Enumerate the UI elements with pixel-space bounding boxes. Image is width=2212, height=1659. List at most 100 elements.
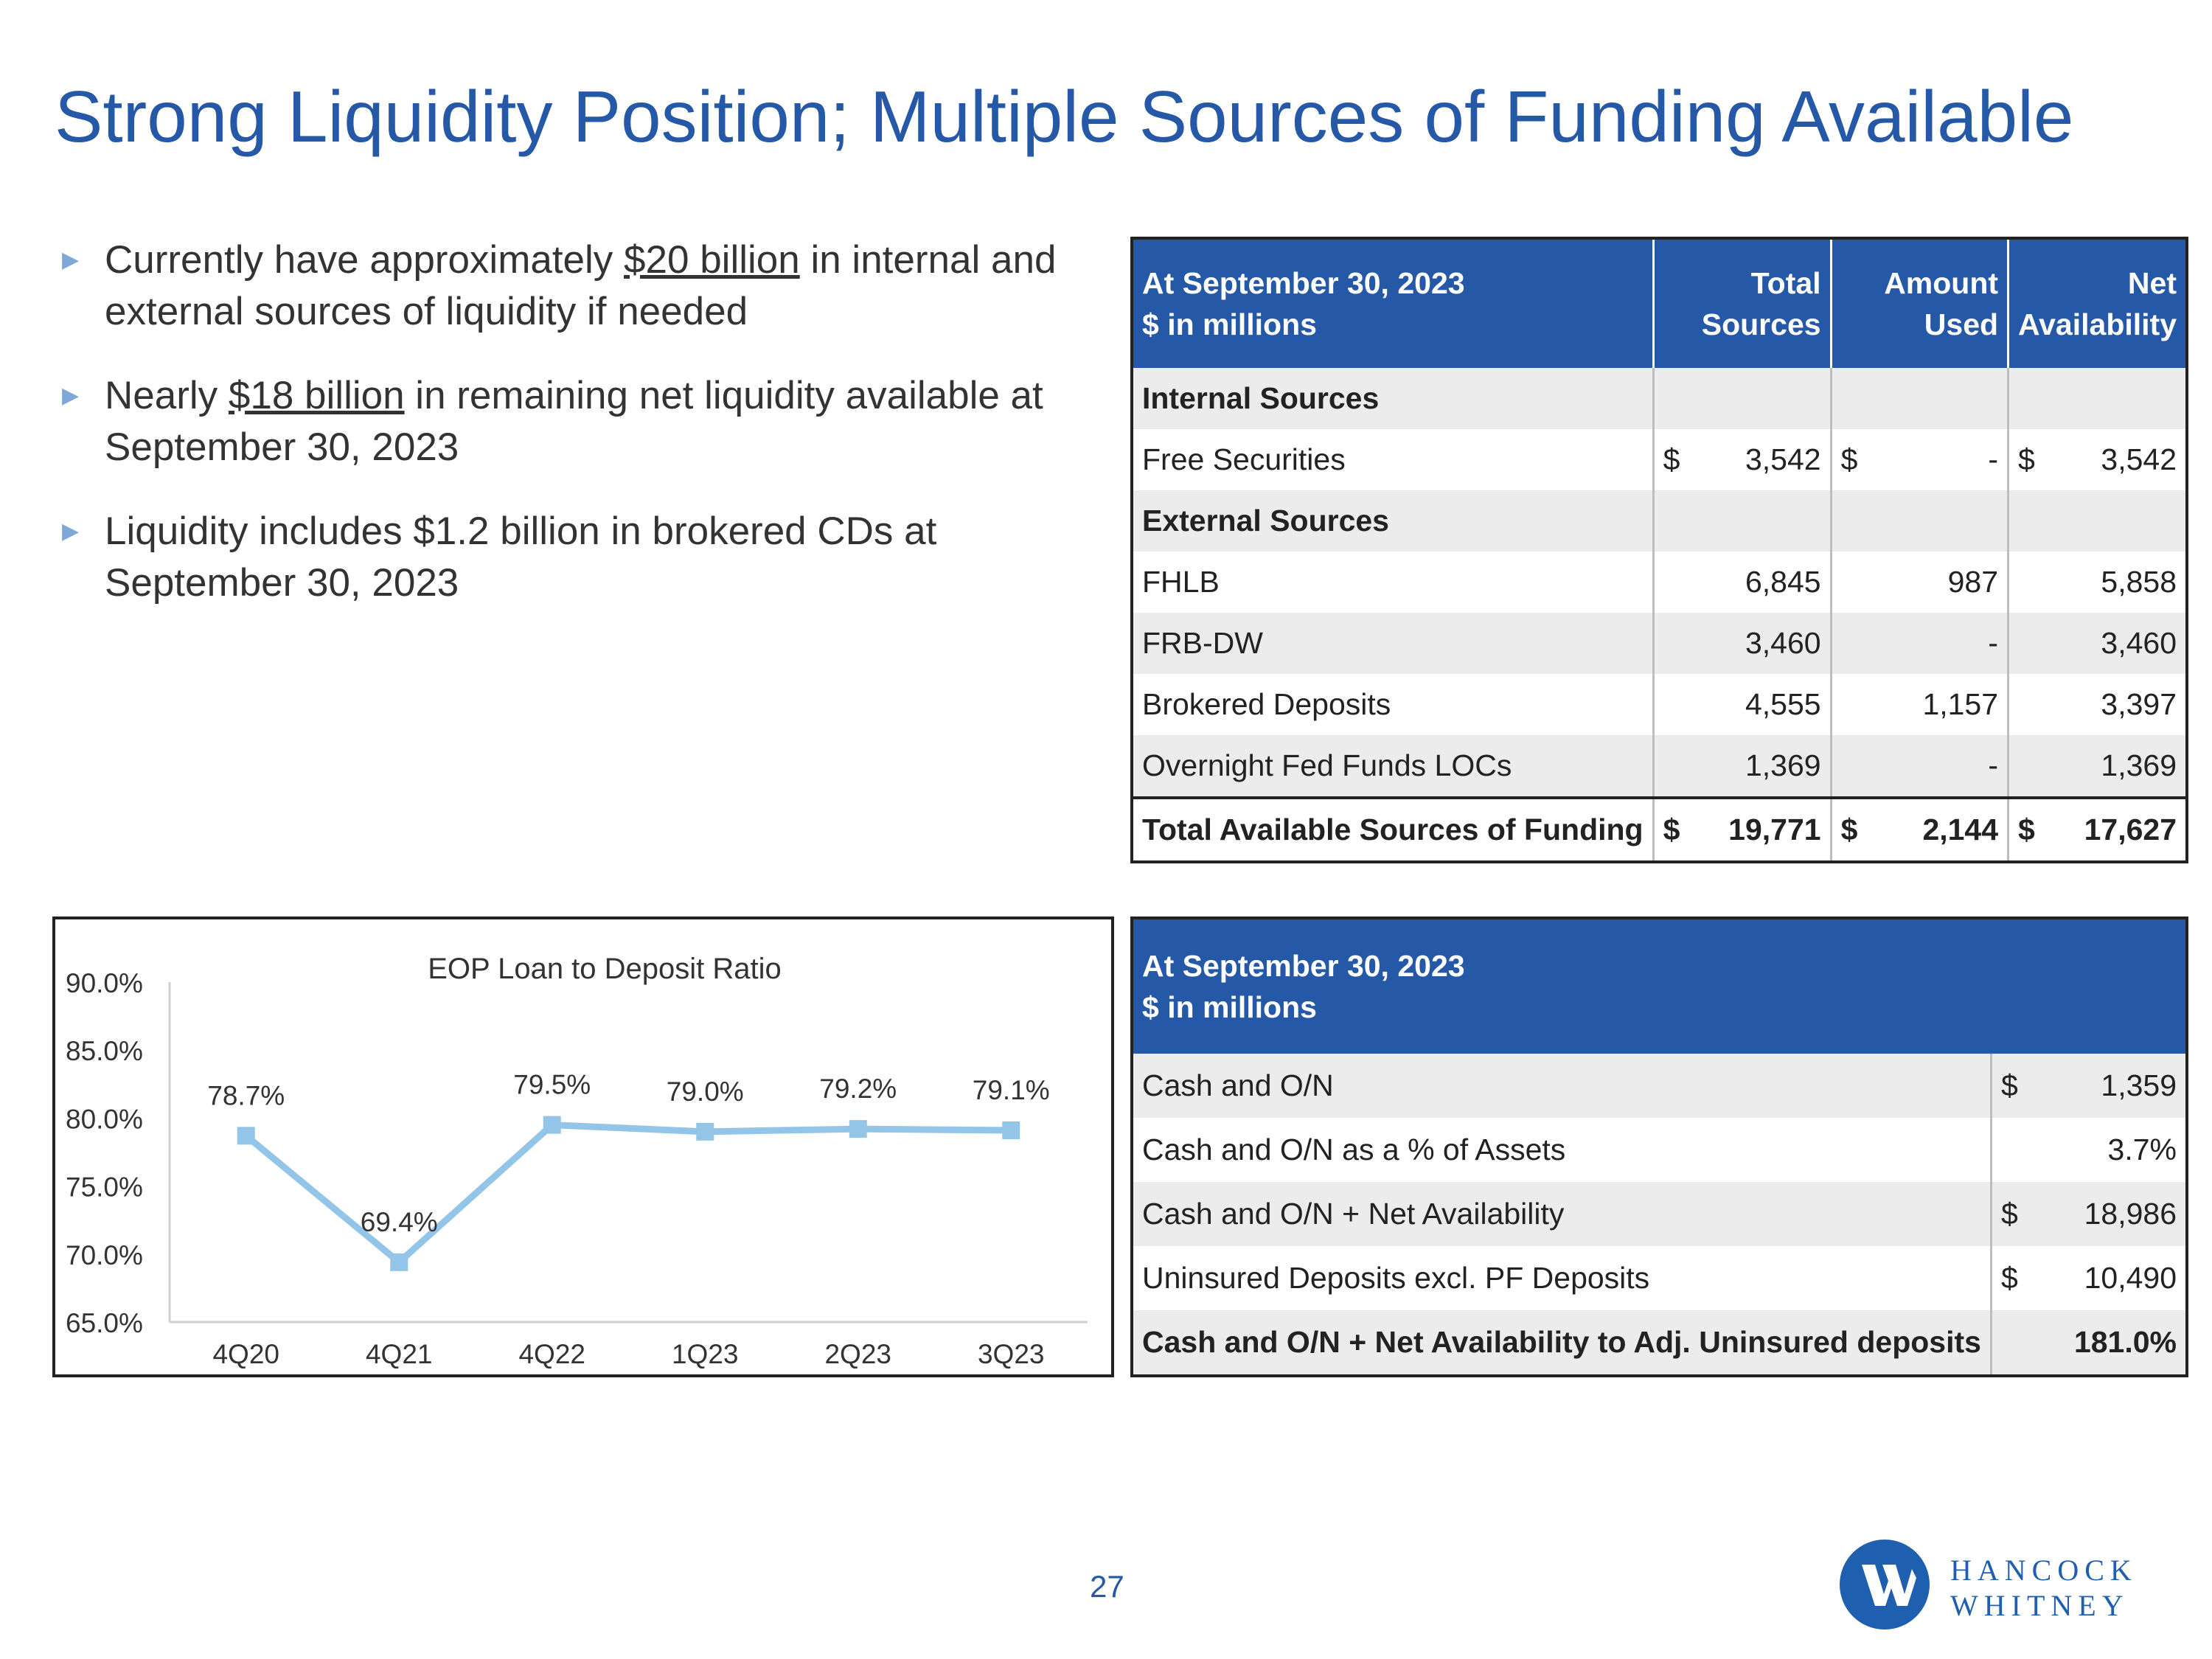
section-heading: Internal Sources <box>1133 368 1654 429</box>
cell-value: 3,397 <box>2007 674 2185 735</box>
cell-value: 3,460 <box>2007 613 2185 674</box>
row-label: Total Available Sources of Funding <box>1133 796 1654 860</box>
header-text: Total <box>1750 266 1821 300</box>
cell-value: 3,460 <box>1652 613 1832 674</box>
x-tick-label: 3Q23 <box>978 1339 1045 1369</box>
y-tick-label: 75.0% <box>66 1172 143 1203</box>
cell-value: - <box>1829 613 2008 674</box>
header-units: $ in millions <box>1142 990 1317 1024</box>
cell-value: 17,627 <box>2084 813 2177 846</box>
cell-value: 6,845 <box>1652 552 1832 613</box>
currency-symbol: $ <box>2000 1197 2018 1231</box>
cell-value: 2,144 <box>1922 813 1999 846</box>
row-label: Cash and O/N + Net Availability <box>1133 1182 1992 1246</box>
bullet-text: Nearly <box>105 374 229 417</box>
currency-symbol: $ <box>2000 1261 2018 1295</box>
header-net-availability: Net Availability <box>2007 240 2185 368</box>
hw-logo-icon <box>1840 1540 1930 1630</box>
bullet-list: ▶ Currently have approximately $20 billio… <box>59 234 1106 641</box>
table-row: FHLB 6,845 987 5,858 <box>1133 552 2185 613</box>
cell-value: 987 <box>1829 552 2008 613</box>
bullet-item: ▶ Currently have approximately $20 billio… <box>59 234 1106 338</box>
row-label: Overnight Fed Funds LOCs <box>1133 735 1654 798</box>
currency-symbol: $ <box>2018 442 2035 476</box>
currency-symbol: $ <box>2018 813 2035 846</box>
header-text: Availability <box>2018 307 2177 341</box>
series-line <box>243 1121 1012 1266</box>
loan-deposit-chart: EOP Loan to Deposit Ratio 65.0% 70.0% 75.0%… <box>52 917 1114 1377</box>
table-row: External Sources <box>1133 490 2185 552</box>
funding-sources-table: At September 30, 2023 $ in millions Total… <box>1130 237 2188 863</box>
table-row: Cash and O/N + Net Availability $18,986 <box>1133 1182 2185 1246</box>
data-point <box>390 1253 408 1271</box>
y-tick-label: 70.0% <box>66 1240 143 1270</box>
table-row: Brokered Deposits 4,555 1,157 3,397 <box>1133 674 2185 735</box>
header-date-cell: At September 30, 2023 $ in millions <box>1133 919 2185 1054</box>
chart-canvas: EOP Loan to Deposit Ratio 65.0% 70.0% 75.0%… <box>66 953 1088 1369</box>
header-date: At September 30, 2023 <box>1142 949 1465 983</box>
row-label: FRB-DW <box>1133 613 1654 674</box>
bullet-text: Currently have approximately <box>105 238 625 282</box>
x-tick-label: 4Q21 <box>366 1339 433 1369</box>
x-tick-label: 4Q22 <box>518 1339 585 1369</box>
row-label: Cash and O/N as a % of Assets <box>1133 1118 1992 1182</box>
y-tick-label: 80.0% <box>66 1104 143 1134</box>
cell-value: - <box>1829 735 2008 798</box>
cell-value: 18,986 <box>2084 1197 2177 1231</box>
data-label: 79.5% <box>513 1070 591 1100</box>
cell-value: 1,359 <box>2101 1068 2177 1102</box>
row-label: Brokered Deposits <box>1133 674 1654 735</box>
bullet-item: ▶ Nearly $18 billion in remaining net liq… <box>59 370 1106 473</box>
cell-value: 1,369 <box>2007 735 2185 798</box>
currency-symbol: $ <box>1840 813 1858 846</box>
data-point <box>696 1122 714 1141</box>
currency-symbol: $ <box>1663 442 1680 476</box>
header-date-cell: At September 30, 2023 $ in millions <box>1133 240 1654 368</box>
table-row: Cash and O/N $1,359 <box>1133 1054 2185 1118</box>
header-text: Net <box>2127 266 2177 300</box>
table-row: Cash and O/N + Net Availability to Adj. … <box>1133 1310 2185 1374</box>
header-amount-used: Amount Used <box>1829 240 2008 368</box>
page-number: 27 <box>1090 1569 1124 1604</box>
header-text: Amount <box>1884 266 1999 300</box>
x-tick-label: 1Q23 <box>672 1339 739 1369</box>
data-label: 79.2% <box>819 1074 897 1104</box>
table-row: Internal Sources <box>1133 368 2185 429</box>
page-title: Strong Liquidity Position; Multiple Sour… <box>55 76 2074 157</box>
triangle-bullet-icon: ▶ <box>62 383 80 408</box>
data-label: 79.0% <box>667 1077 744 1107</box>
row-label: Uninsured Deposits excl. PF Deposits <box>1133 1246 1992 1310</box>
data-point <box>1002 1121 1020 1139</box>
row-label: Cash and O/N + Net Availability to Adj. … <box>1133 1310 1992 1374</box>
bullet-text: in internal and external sources of liqu… <box>105 238 1057 333</box>
data-point <box>543 1116 561 1134</box>
y-tick-label: 85.0% <box>66 1036 143 1066</box>
currency-symbol: $ <box>1840 442 1858 476</box>
x-tick-label: 4Q20 <box>212 1339 279 1369</box>
table-row: FRB-DW 3,460 - 3,460 <box>1133 613 2185 674</box>
cell-value: 3,542 <box>2101 442 2177 476</box>
data-point <box>849 1120 867 1138</box>
bullet-emphasis: $20 billion <box>624 238 800 282</box>
row-label: Cash and O/N <box>1133 1054 1992 1118</box>
data-label: 69.4% <box>361 1207 438 1237</box>
data-point <box>237 1127 255 1145</box>
logo-wordmark: HANCOCK WHITNEY <box>1950 1553 2138 1624</box>
bullet-item: ▶ Liquidity includes $1.2 billion in brok… <box>59 506 1106 609</box>
cell-value: 5,858 <box>2007 552 2185 613</box>
y-tick-label: 65.0% <box>66 1308 143 1338</box>
table-row: Uninsured Deposits excl. PF Deposits $10… <box>1133 1246 2185 1310</box>
cell-value: 10,490 <box>2084 1261 2177 1295</box>
header-units: $ in millions <box>1142 307 1317 341</box>
table-row: Overnight Fed Funds LOCs 1,369 - 1,369 <box>1133 735 2185 798</box>
header-total-sources: Total Sources <box>1652 240 1832 368</box>
total-row: Total Available Sources of Funding $19,7… <box>1133 796 2185 860</box>
bullet-emphasis: $18 billion <box>228 374 405 417</box>
chart-title: EOP Loan to Deposit Ratio <box>428 953 782 985</box>
cell-value: 19,771 <box>1728 813 1821 846</box>
cell-value: 181.0% <box>2073 1325 2177 1359</box>
section-heading: External Sources <box>1133 490 1654 552</box>
table-row: Free Securities $3,542 $ - $3,542 <box>1133 429 2185 490</box>
y-tick-label: 90.0% <box>66 968 143 998</box>
row-label: Free Securities <box>1133 429 1654 490</box>
